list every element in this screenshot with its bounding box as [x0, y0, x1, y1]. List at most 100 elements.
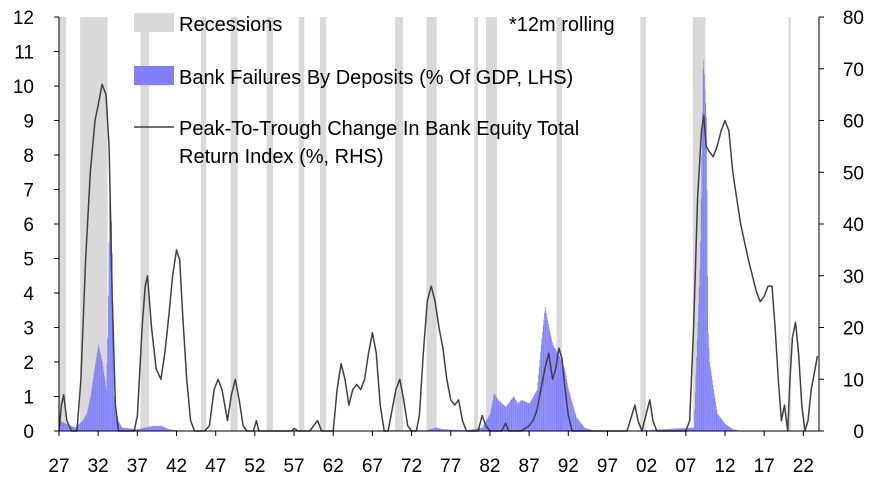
right-tick-label: 40 [843, 215, 864, 236]
failure-bar [132, 428, 134, 431]
failure-bar [80, 422, 82, 431]
left-tick-label: 3 [23, 319, 34, 340]
failure-bar [471, 429, 473, 431]
x-tick-label: 97 [597, 456, 618, 477]
failure-bar [103, 371, 105, 431]
failure-bar [165, 427, 167, 431]
legend-swatch-failures [134, 66, 174, 85]
failure-bar [677, 428, 679, 431]
failure-bar [672, 428, 674, 431]
failure-bar [736, 429, 737, 431]
failure-bar [586, 428, 588, 431]
failure-bar [83, 418, 85, 431]
failure-bar [99, 350, 101, 431]
failure-bar [708, 347, 710, 431]
failure-bar [725, 424, 727, 431]
failure-bar [565, 375, 567, 431]
failure-bar [111, 252, 113, 431]
failure-bar [516, 401, 517, 431]
failure-bar [521, 399, 522, 431]
failure-bar [666, 429, 667, 431]
failure-bar [474, 428, 475, 431]
failure-bar [153, 425, 154, 431]
failure-bar [546, 317, 548, 431]
failure-bar [547, 320, 549, 431]
failure-bar [97, 348, 99, 431]
failure-bar [162, 426, 164, 431]
failure-bar [506, 405, 507, 431]
failure-bar [565, 372, 566, 431]
x-tick-label: 52 [244, 456, 265, 477]
failure-bar [730, 427, 732, 431]
failure-bar [555, 349, 556, 431]
x-tick-label: 92 [558, 456, 579, 477]
failure-bar [160, 425, 161, 431]
failure-bar [453, 429, 455, 431]
failure-bar [454, 429, 455, 431]
failure-bar [558, 355, 560, 431]
failure-bar [669, 428, 671, 431]
failure-bar [563, 367, 565, 431]
failure-bar [479, 428, 481, 431]
failure-bar [154, 425, 156, 431]
failure-bar [144, 427, 146, 431]
failure-bar [672, 428, 673, 431]
failure-bar [507, 404, 509, 431]
failure-bar [151, 426, 153, 431]
failure-bar [728, 426, 730, 431]
failure-bar [104, 375, 105, 431]
failure-bar [151, 426, 152, 431]
failure-bar [691, 427, 692, 431]
failure-bar [681, 428, 683, 431]
failure-bar [493, 396, 494, 431]
failure-bar [158, 425, 159, 431]
failure-bar [455, 429, 457, 431]
failure-bar [122, 427, 124, 431]
failure-bar [662, 429, 663, 431]
failure-bar [109, 207, 111, 431]
failure-bar [92, 378, 94, 431]
failure-bar [457, 429, 459, 431]
failure-bar [63, 422, 65, 431]
failure-bar [555, 350, 557, 431]
failure-bar [530, 401, 532, 431]
recession-bands [59, 17, 791, 431]
failure-bar [148, 426, 150, 431]
failure-bar [493, 393, 495, 431]
failure-bar [437, 427, 438, 431]
failure-bar [77, 424, 79, 431]
failure-bar [482, 426, 484, 431]
failure-bar [664, 429, 666, 431]
failure-bar [523, 401, 525, 431]
failure-bar [666, 429, 668, 431]
failure-bar [119, 424, 121, 431]
failure-bar [124, 427, 126, 431]
failure-bar [138, 429, 139, 431]
failure-bar [585, 428, 587, 431]
failure-bar [108, 242, 110, 431]
failure-bar [518, 402, 519, 431]
failure-bar [145, 427, 147, 431]
failure-bar [553, 345, 554, 431]
failure-bar [559, 357, 561, 431]
failure-bar [432, 428, 434, 431]
failure-bar [697, 321, 699, 431]
failure-bar [677, 428, 679, 431]
failure-bar [480, 427, 481, 431]
failure-bar [440, 428, 442, 431]
failure-bar [65, 423, 67, 431]
failure-bar [727, 425, 729, 431]
failure-bar [136, 429, 138, 431]
failure-bar [675, 428, 677, 431]
failure-bar [520, 400, 522, 431]
failure-bar [502, 403, 504, 431]
failure-bar [575, 414, 577, 431]
failure-bar [679, 428, 681, 431]
failure-bar [430, 429, 432, 431]
failure-bar [146, 427, 148, 431]
failure-bar [169, 429, 171, 431]
recession-band [788, 17, 791, 431]
failure-bar [712, 385, 714, 431]
failure-bar [437, 428, 439, 431]
failure-bar [160, 425, 162, 431]
